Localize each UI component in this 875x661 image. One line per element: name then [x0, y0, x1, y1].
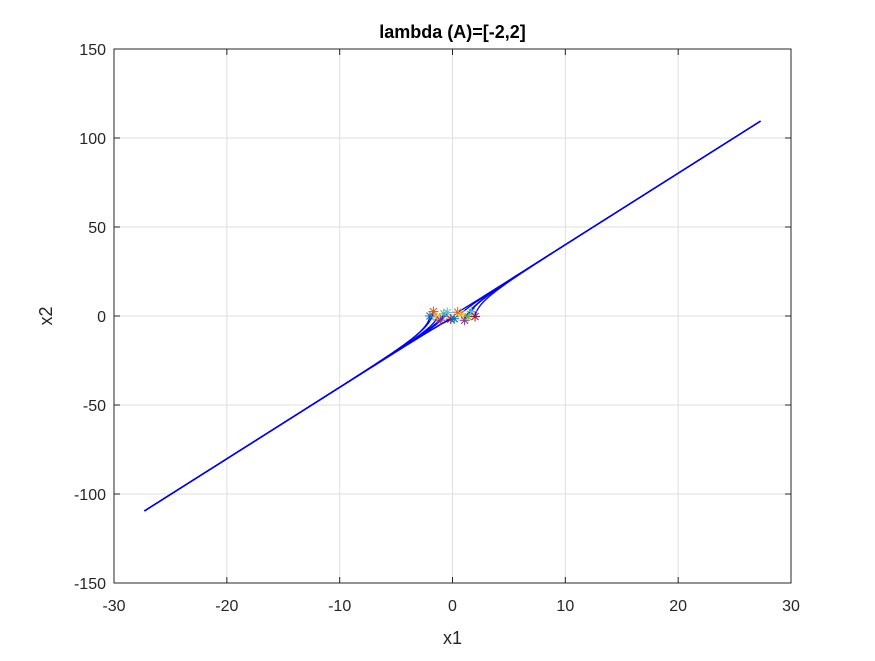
y-tick-label: -50 — [83, 398, 106, 415]
y-tick-label: 50 — [88, 220, 106, 237]
trajectory-line — [474, 120, 761, 317]
grid — [113, 48, 792, 584]
x-tick-label: -10 — [328, 598, 351, 615]
start-markers — [424, 306, 481, 326]
trajectory-line — [144, 313, 445, 512]
chart-title: lambda (A)=[-2,2] — [379, 22, 526, 42]
x-tick-label: 10 — [556, 598, 574, 615]
marker-stroke — [429, 307, 438, 316]
trajectory-line — [144, 315, 431, 512]
y-tick-labels: -150 -100 -50 0 50 100 150 — [74, 42, 106, 593]
trajectory-line — [464, 120, 761, 321]
y-tick-label: 150 — [79, 42, 106, 59]
marker-stroke — [453, 308, 462, 317]
trajectory-line — [467, 120, 761, 317]
x-tick-label: -20 — [215, 598, 238, 615]
trajectory-line — [144, 317, 455, 512]
y-tick-label: -100 — [74, 487, 106, 504]
trajectories — [144, 120, 761, 512]
y-tick-label: -150 — [74, 576, 106, 593]
marker-stroke — [464, 312, 472, 321]
x-tick-label: 20 — [669, 598, 687, 615]
marker-stroke — [436, 316, 445, 324]
x-tick-label: -30 — [102, 598, 125, 615]
y-tick-label: 0 — [97, 309, 106, 326]
y-tick-label: 100 — [79, 131, 106, 148]
x-axis-label: x1 — [443, 628, 462, 648]
marker-stroke — [450, 314, 459, 323]
trajectory-line — [144, 316, 438, 512]
x-tick-labels: -30 -20 -10 0 10 20 30 — [102, 598, 800, 615]
start-marker — [470, 311, 481, 322]
start-marker — [449, 313, 460, 324]
marker-stroke — [471, 312, 479, 321]
marker-stroke — [457, 310, 466, 319]
trajectory-line — [470, 120, 761, 312]
marker-stroke — [443, 308, 452, 317]
marker-stroke — [426, 312, 434, 320]
trajectory-line — [144, 312, 448, 512]
y-axis-label: x2 — [36, 306, 56, 325]
start-marker — [442, 307, 453, 318]
start-marker — [428, 306, 439, 317]
x-tick-label: 0 — [448, 598, 457, 615]
marker-stroke — [467, 307, 476, 316]
x-tick-label: 30 — [782, 598, 800, 615]
trajectory-line — [144, 311, 435, 512]
ticks — [113, 48, 792, 584]
